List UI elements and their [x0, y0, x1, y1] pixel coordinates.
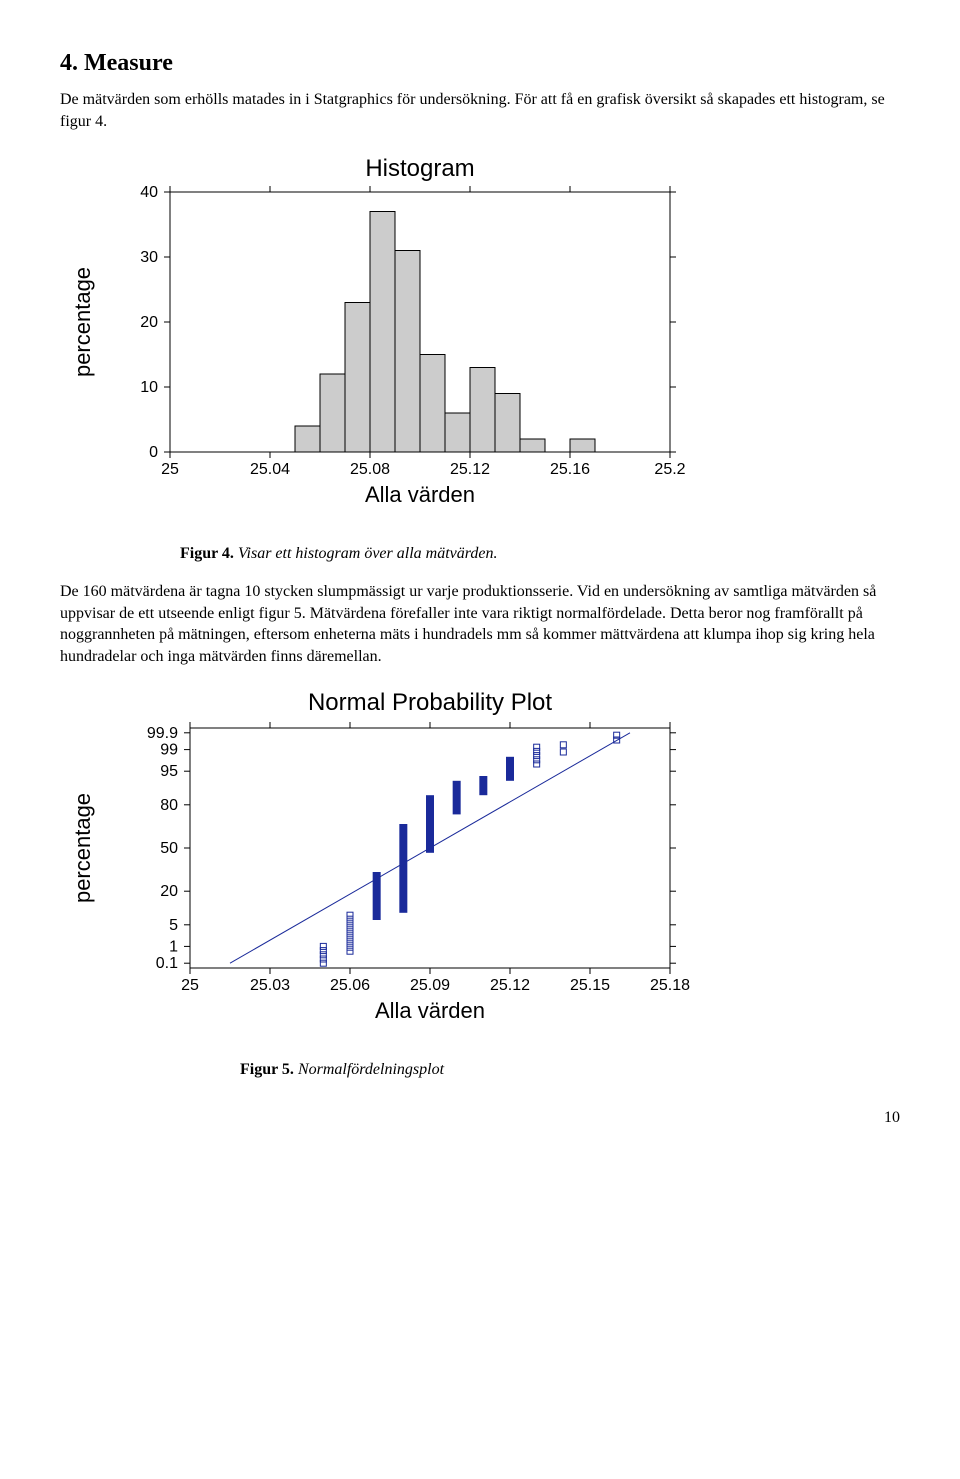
svg-text:Normal Probability Plot: Normal Probability Plot — [308, 689, 552, 716]
svg-text:25: 25 — [161, 461, 179, 478]
svg-text:25.09: 25.09 — [410, 977, 450, 994]
svg-text:25.04: 25.04 — [250, 461, 290, 478]
svg-text:99.9: 99.9 — [147, 724, 178, 741]
figure-5-number: Figur 5. — [240, 1061, 294, 1078]
npp-figure: Normal Probability Plot percentage 0.11 5 20… — [60, 688, 900, 1079]
svg-text:30: 30 — [140, 249, 158, 266]
section-heading: 4. Measure — [60, 50, 900, 77]
svg-text:99: 99 — [160, 741, 178, 758]
paragraph-1: De mätvärden som erhölls matades in i St… — [60, 89, 900, 132]
svg-text:25: 25 — [181, 977, 199, 994]
svg-text:0.1: 0.1 — [156, 955, 178, 972]
svg-text:Alla värden: Alla värden — [365, 482, 475, 507]
svg-text:25.2: 25.2 — [654, 461, 685, 478]
histogram-figure: Histogram percentage 0 10 20 30 40 25 25.04 25.08… — [60, 152, 900, 563]
svg-text:80: 80 — [160, 796, 178, 813]
svg-text:50: 50 — [160, 840, 178, 857]
paragraph-2: De 160 mätvärdena är tagna 10 stycken sl… — [60, 581, 900, 667]
figure-5-caption: Figur 5. Normalfördelningsplot — [240, 1061, 900, 1079]
svg-text:1: 1 — [169, 938, 178, 955]
svg-text:25.08: 25.08 — [350, 461, 390, 478]
svg-text:Alla värden: Alla värden — [375, 998, 485, 1023]
svg-text:25.18: 25.18 — [650, 977, 690, 994]
figure-4-text: Visar ett histogram över alla mätvärden. — [234, 545, 498, 562]
svg-text:0: 0 — [149, 444, 158, 461]
svg-text:Histogram: Histogram — [365, 155, 474, 182]
figure-4-caption: Figur 4. Visar ett histogram över alla m… — [180, 545, 900, 563]
page-number: 10 — [60, 1109, 900, 1127]
svg-text:95: 95 — [160, 763, 178, 780]
svg-text:25.12: 25.12 — [490, 977, 530, 994]
figure-5-text: Normalfördelningsplot — [294, 1061, 444, 1078]
svg-text:20: 20 — [140, 314, 158, 331]
histogram-chart: Histogram percentage 0 10 20 30 40 25 25.04 25.08… — [60, 152, 720, 532]
svg-text:10: 10 — [140, 379, 158, 396]
npp-chart: Normal Probability Plot percentage 0.11 5 20… — [60, 688, 720, 1048]
svg-text:percentage: percentage — [70, 267, 95, 377]
svg-text:25.15: 25.15 — [570, 977, 610, 994]
svg-text:25.03: 25.03 — [250, 977, 290, 994]
svg-text:5: 5 — [169, 916, 178, 933]
figure-4-number: Figur 4. — [180, 545, 234, 562]
svg-text:25.06: 25.06 — [330, 977, 370, 994]
svg-text:percentage: percentage — [70, 793, 95, 903]
svg-text:25.12: 25.12 — [450, 461, 490, 478]
svg-text:25.16: 25.16 — [550, 461, 590, 478]
svg-text:40: 40 — [140, 184, 158, 201]
svg-text:20: 20 — [160, 883, 178, 900]
